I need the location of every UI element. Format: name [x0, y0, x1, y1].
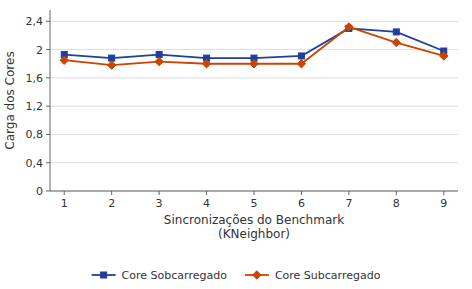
y-tick-label: 1,6	[26, 72, 44, 85]
legend-swatch-marker	[253, 271, 261, 279]
x-tick	[111, 191, 112, 195]
x-tick-label: 8	[393, 197, 400, 210]
x-axis-label-line: (KNeighbor)	[218, 227, 290, 241]
x-tick	[301, 191, 302, 195]
y-tick-label: 1,2	[26, 100, 44, 113]
series-line	[64, 28, 444, 58]
series-marker	[345, 23, 353, 31]
series-marker	[60, 56, 68, 64]
grid-line	[50, 49, 458, 50]
x-tick	[159, 191, 160, 195]
x-tick-label: 5	[251, 197, 258, 210]
legend-label: Core Sobcarregado	[122, 269, 228, 282]
x-tick-label: 4	[203, 197, 210, 210]
y-tick-label: 0	[36, 185, 43, 198]
series-marker	[392, 38, 400, 46]
series-marker	[440, 52, 448, 60]
series-marker	[202, 60, 210, 68]
y-tick-label: 0,4	[26, 157, 44, 170]
y-axis-line	[50, 10, 51, 191]
x-tick-label: 2	[108, 197, 115, 210]
series-marker	[156, 52, 162, 58]
series-marker	[298, 53, 304, 59]
y-tick-label: 2	[36, 44, 43, 57]
chart: 0 0,4 0,8 1,2 1,6 2 2,4 1 2 3 4 5 6 7 8 9 Sincronizações…	[0, 0, 472, 289]
series-marker	[250, 60, 258, 68]
legend-swatch-marker	[101, 272, 107, 278]
x-axis-label-line: Sincronizações do Benchmark	[164, 213, 344, 227]
x-tick-label: 9	[440, 197, 447, 210]
x-tick	[64, 191, 65, 195]
y-axis-label: Carga dos Cores	[3, 51, 17, 149]
x-tick	[396, 191, 397, 195]
x-tick-label: 3	[156, 197, 163, 210]
series-marker	[109, 55, 115, 61]
legend-label: Core Subcarregado	[275, 269, 381, 282]
y-tick	[46, 134, 50, 135]
grid-line	[50, 191, 458, 192]
grid-line	[50, 162, 458, 163]
x-axis-line	[50, 191, 458, 192]
grid-line	[50, 134, 458, 135]
x-tick-label: 1	[61, 197, 68, 210]
grid-line	[50, 21, 458, 22]
y-tick-label: 2,4	[26, 15, 44, 28]
legend-item: Core Sobcarregado	[92, 269, 228, 282]
x-axis-label: Sincronizações do Benchmark(KNeighbor)	[164, 213, 344, 241]
grid	[50, 21, 458, 191]
x-tick	[348, 191, 349, 195]
grid-line	[50, 106, 458, 107]
series-marker	[297, 60, 305, 68]
series-marker	[393, 29, 399, 35]
y-tick-label: 0,8	[26, 128, 44, 141]
legend-item: Core Subcarregado	[245, 269, 381, 282]
legend: Core Sobcarregado Core Subcarregado	[92, 269, 381, 282]
y-tick	[46, 106, 50, 107]
chart-container: 0 0,4 0,8 1,2 1,6 2 2,4 1 2 3 4 5 6 7 8 9 Sincronizações…	[0, 0, 472, 289]
x-tick-label: 7	[345, 197, 352, 210]
series-marker	[155, 57, 163, 65]
y-tick	[46, 49, 50, 50]
y-tick	[46, 77, 50, 78]
plot-area	[60, 23, 448, 70]
grid-line	[50, 77, 458, 78]
x-tick	[443, 191, 444, 195]
x-tick	[254, 191, 255, 195]
x-tick	[206, 191, 207, 195]
y-tick	[46, 21, 50, 22]
y-tick	[46, 191, 50, 192]
axes: 0 0,4 0,8 1,2 1,6 2 2,4 1 2 3 4 5 6 7 8 9	[26, 10, 459, 210]
series-marker	[107, 61, 115, 69]
x-tick-label: 6	[298, 197, 305, 210]
y-tick	[46, 162, 50, 163]
